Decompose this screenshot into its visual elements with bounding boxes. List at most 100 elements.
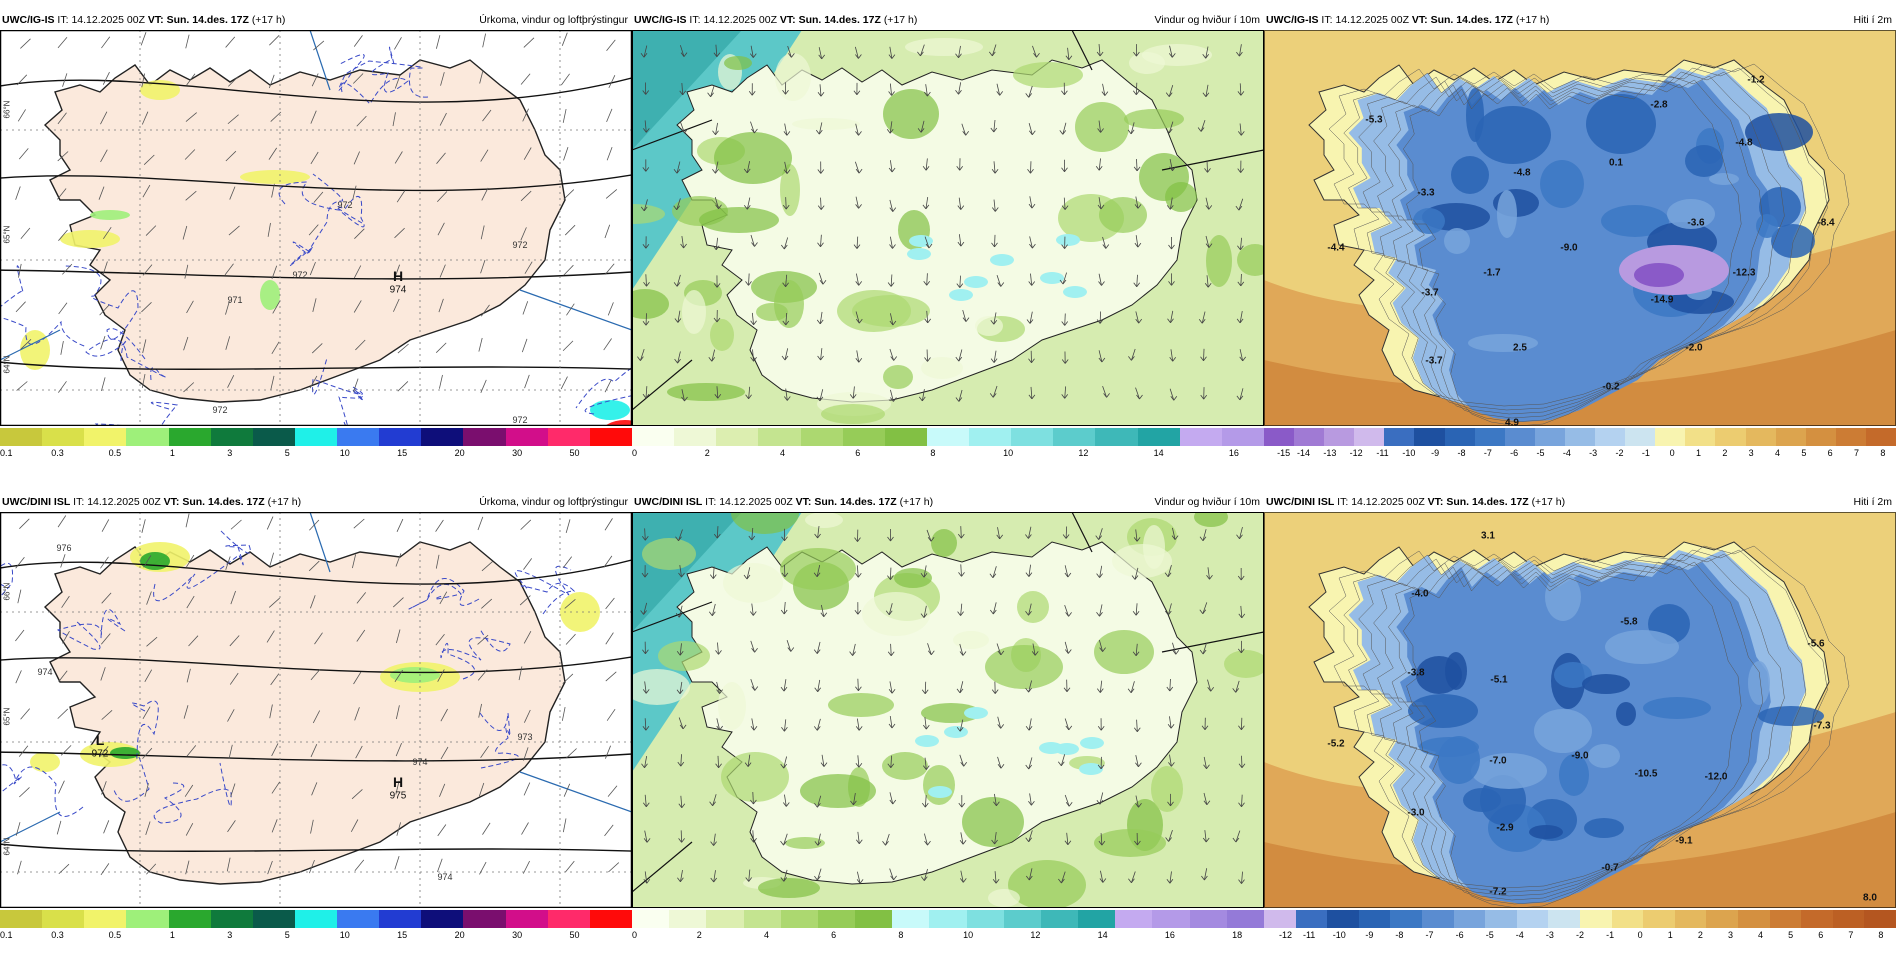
colorbar-swatch <box>506 910 549 928</box>
vt-label: VT: <box>780 14 796 26</box>
colorbar-swatch <box>1384 428 1415 446</box>
colorbar-swatch <box>1445 428 1476 446</box>
temperature-value: 3.1 <box>1481 531 1495 542</box>
temperature-value: -4.8 <box>1513 168 1530 179</box>
colorbar-tick-label: -13 <box>1323 448 1336 458</box>
colorbar-swatch <box>1011 428 1054 446</box>
temperature-value: -0.7 <box>1601 863 1618 874</box>
colorbar-swatch <box>1738 910 1770 928</box>
colorbar-tick-label: 10 <box>340 448 350 458</box>
colorbar-swatch <box>892 910 930 928</box>
colorbar-tick-label: 5 <box>1801 448 1806 458</box>
colorbar-tick-label: -2 <box>1615 448 1623 458</box>
colorbar-swatch <box>1115 910 1153 928</box>
colorbar-tick-label: -1 <box>1606 930 1614 940</box>
temperature-value: -2.8 <box>1650 100 1667 111</box>
colorbar-swatch <box>1422 910 1454 928</box>
colorbar-tick-label: 50 <box>570 448 580 458</box>
colorbar-swatch <box>126 910 169 928</box>
colorbar-tick-label: -11 <box>1303 930 1315 940</box>
colorbar-swatch <box>1806 428 1837 446</box>
panel-header: UWC/IG-IS IT: 14.12.2025 00Z VT: Sun. 14… <box>632 12 1264 28</box>
colorbar-tick-label: 1 <box>1668 930 1673 940</box>
isobar-label: 974 <box>437 872 452 882</box>
colorbar-swatch <box>929 910 967 928</box>
latitude-label: 65°N <box>2 226 11 244</box>
vt-label: VT: <box>796 496 812 508</box>
colorbar-swatch <box>1864 910 1896 928</box>
colorbar-swatch <box>632 428 675 446</box>
colorbar-tick-label: -9 <box>1431 448 1439 458</box>
colorbar-tick-label: 30 <box>512 448 522 458</box>
colorbar-swatch <box>337 910 380 928</box>
colorbar-swatch <box>1053 428 1096 446</box>
colorbar-tick-label: 0.3 <box>51 448 64 458</box>
colorbar-swatch <box>1833 910 1865 928</box>
temperature-value: -9.1 <box>1675 836 1692 847</box>
temperature-value: -3.3 <box>1417 188 1434 199</box>
it-label: IT: <box>73 496 84 508</box>
colorbar-tick-label: 4 <box>780 448 785 458</box>
temperature-value: -4.0 <box>1411 589 1428 600</box>
it-label: IT: <box>1337 496 1348 508</box>
colorbar-tick-label: 0.5 <box>109 930 122 940</box>
temperature-value: -5.8 <box>1620 617 1637 628</box>
latitude-label: 66°N <box>2 583 11 601</box>
colorbar-swatch <box>1706 910 1738 928</box>
lead-time: (+17 h) <box>252 14 286 26</box>
colorbar-swatch <box>42 910 85 928</box>
temperature-value: -8.4 <box>1817 218 1834 229</box>
colorbar-swatch <box>801 428 844 446</box>
colorbar-tick-label: 3 <box>1749 448 1754 458</box>
temperature-value: -3.6 <box>1687 218 1704 229</box>
colorbar-tick-label: 0.1 <box>0 448 13 458</box>
colorbar-tick-label: 8 <box>1880 448 1885 458</box>
colorbar-swatch <box>1454 910 1486 928</box>
colorbar-swatch <box>1612 910 1644 928</box>
colorbar-swatch <box>1354 428 1385 446</box>
high-pressure-value: 975 <box>390 791 407 802</box>
colorbar-tick-label: -7 <box>1426 930 1434 940</box>
temperature-value: -0.2 <box>1602 382 1619 393</box>
colorbar-swatch <box>1138 428 1181 446</box>
panel-header: UWC/IG-IS IT: 14.12.2025 00Z VT: Sun. 14… <box>0 12 632 28</box>
colorbar-tick-label: 0 <box>1670 448 1675 458</box>
isobar-label: 976 <box>56 543 71 553</box>
colorbar-swatch <box>706 910 744 928</box>
temperature-value: -14.9 <box>1651 295 1674 306</box>
temperature-value: -9.0 <box>1571 751 1588 762</box>
panel-temp-dini: UWC/DINI ISL IT: 14.12.2025 00Z VT: Sun.… <box>1264 494 1896 961</box>
colorbar-swatch <box>1580 910 1612 928</box>
colorbar <box>0 910 632 928</box>
colorbar-swatch <box>1655 428 1686 446</box>
colorbar-swatch <box>1548 910 1580 928</box>
temperature-value: -4.8 <box>1735 138 1752 149</box>
vt-label: VT: <box>1428 496 1444 508</box>
colorbar-swatch <box>421 910 464 928</box>
temperature-value: 8.0 <box>1863 893 1877 904</box>
colorbar-swatch <box>1485 910 1517 928</box>
colorbar-tick-label: -8 <box>1457 448 1465 458</box>
temperature-value: 0.1 <box>1609 158 1623 169</box>
colorbar-tick-label: 12 <box>1078 448 1088 458</box>
colorbar-tick-label: -7 <box>1484 448 1492 458</box>
colorbar-tick-label: 14 <box>1098 930 1108 940</box>
colorbar-swatch <box>967 910 1005 928</box>
colorbar-swatch <box>1675 910 1707 928</box>
colorbar-tick-label: -4 <box>1516 930 1524 940</box>
colorbar-tick-label: 8 <box>930 448 935 458</box>
colorbar-swatch <box>669 910 707 928</box>
colorbar-swatch <box>337 428 380 446</box>
colorbar-swatch <box>463 910 506 928</box>
colorbar-swatch <box>1625 428 1656 446</box>
colorbar-tick-label: 3 <box>227 930 232 940</box>
colorbar-tick-label: -4 <box>1563 448 1571 458</box>
colorbar-swatch <box>590 910 633 928</box>
colorbar-tick-label: 6 <box>1818 930 1823 940</box>
valid-time: Sun. 14.des. 17Z <box>182 496 264 508</box>
temperature-value: -5.6 <box>1807 639 1824 650</box>
